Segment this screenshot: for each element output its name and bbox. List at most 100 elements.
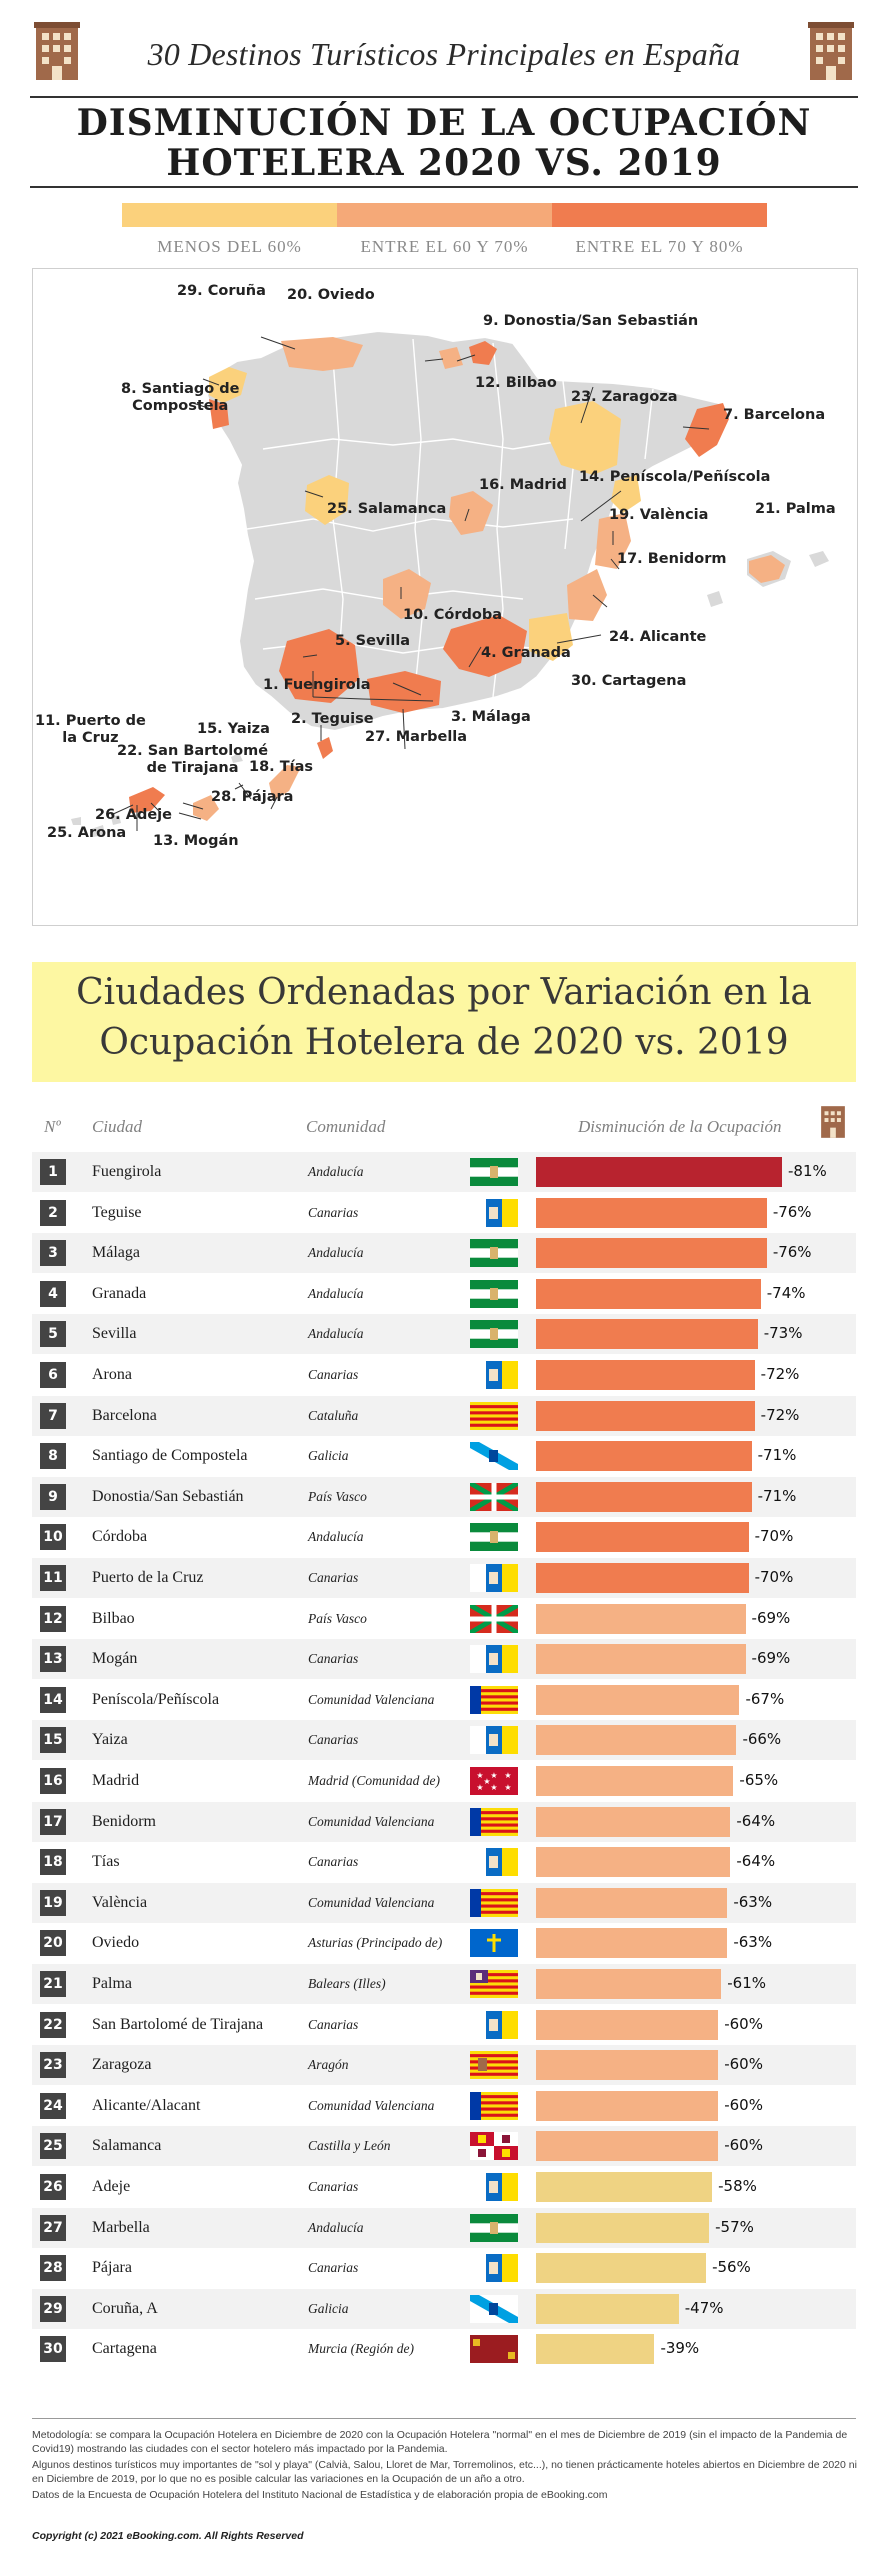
city-name: Benidorm	[92, 1812, 156, 1830]
region-granada	[443, 615, 527, 677]
table-row: 3 Málaga Andalucía -76%	[32, 1233, 856, 1274]
city-name: Teguise	[92, 1203, 142, 1221]
canarias-flag-icon	[470, 2254, 518, 2283]
map-label-puerto-de-la-cruz: 11. Puerto de la Cruz	[35, 713, 146, 746]
table-row: 25 Salamanca Castilla y León -60%	[32, 2126, 856, 2167]
region-alicante	[567, 569, 607, 621]
table-row: 7 Barcelona Cataluña -72%	[32, 1395, 856, 1436]
map-label-marbella: 27. Marbella	[365, 729, 468, 745]
occupancy-bar	[536, 2293, 679, 2324]
column-header-decrease: Disminución de la Ocupación	[578, 1117, 782, 1136]
table-row: 22 San Bartolomé de Tirajana Canarias -60%	[32, 2005, 856, 2045]
hotel-building-icon	[808, 22, 854, 80]
occupancy-value-label: -76%	[772, 1202, 812, 1221]
community-name: Canarias	[308, 1651, 359, 1667]
map-label-malaga: 3. Málaga	[451, 709, 531, 725]
city-name: Oviedo	[92, 1934, 140, 1952]
table-row: 11 Puerto de la Cruz Canarias -70%	[32, 1558, 856, 1598]
community-name: Comunidad Valenciana	[308, 2097, 435, 2113]
table-row: 17 Benidorm Comunidad Valenciana -64%	[32, 1801, 856, 1842]
region-madrid	[449, 491, 493, 535]
occupancy-bar	[536, 1725, 737, 1756]
occupancy-bar	[536, 1847, 731, 1878]
rank-badge: 1	[40, 1159, 66, 1185]
city-name: Mogán	[92, 1650, 138, 1668]
valenciana-flag-icon	[470, 1685, 518, 1714]
canarias-flag-icon	[470, 1198, 518, 1227]
rank-badge: 16	[40, 1768, 66, 1794]
rank-badge: 10	[40, 1524, 66, 1551]
data-source-note: Datos de la Encuesta de Ocupación Hotele…	[32, 2489, 608, 2501]
occupancy-value-label: -72%	[760, 1405, 800, 1424]
occupancy-bar	[536, 2253, 707, 2284]
divider	[30, 96, 858, 98]
community-name: Murcia (Región de)	[308, 2341, 414, 2357]
rank-badge: 22	[40, 2011, 66, 2038]
city-name: Donostia/San Sebastián	[92, 1487, 244, 1505]
legend-swatch-high	[552, 203, 767, 227]
canarias-flag-icon	[470, 1848, 518, 1877]
occupancy-bar	[536, 1522, 749, 1553]
occupancy-value-label: -65%	[739, 1771, 779, 1789]
city-name: Arona	[92, 1366, 132, 1383]
city-name: Tías	[92, 1853, 120, 1871]
column-header-rank: Nº	[44, 1117, 61, 1136]
andalucia-flag-icon	[470, 1239, 518, 1268]
occupancy-value-label: -71%	[757, 1446, 797, 1465]
occupancy-value-label: -56%	[712, 2258, 751, 2277]
andalucia-flag-icon	[470, 1523, 518, 1552]
occupancy-bar	[536, 2050, 719, 2081]
table-row: 21 Palma Balears (Illes) -61%	[32, 1964, 856, 2004]
region-palma	[749, 555, 785, 583]
rank-badge: 5	[40, 1321, 66, 1348]
rank-badge: 9	[40, 1483, 66, 1510]
community-name: Canarias	[308, 1570, 359, 1585]
rank-badge: 12	[40, 1605, 66, 1632]
table-row: 1 Fuengirola Andalucía -81%	[32, 1152, 856, 1192]
community-name: Canarias	[308, 1367, 359, 1382]
community-name: Andalucía	[308, 2219, 364, 2235]
community-name: Canarias	[308, 2016, 359, 2032]
rank-badge: 7	[40, 1402, 66, 1429]
andalucia-flag-icon	[470, 1279, 518, 1308]
hotel-building-icon	[34, 22, 80, 80]
community-name: Galicia	[308, 1448, 349, 1464]
community-name: Andalucía	[308, 1164, 364, 1179]
paisvasco-flag-icon	[468, 1480, 520, 1513]
baleares-flag-icon	[470, 1970, 518, 1998]
rank-badge: 25	[40, 2133, 66, 2160]
occupancy-value-label: -67%	[745, 1689, 785, 1708]
map-label-barcelona: 7. Barcelona	[723, 407, 826, 423]
city-name: Palma	[92, 1975, 132, 1992]
rank-badge: 13	[40, 1646, 66, 1673]
occupancy-bar	[536, 1969, 722, 1999]
island-lanzarote	[317, 737, 333, 759]
rank-badge: 15	[40, 1727, 66, 1754]
map-label-oviedo: 20. Oviedo	[287, 287, 375, 303]
table-row: 18 Tías Canarias -64%	[32, 1842, 856, 1882]
city-name: San Bartolomé de Tirajana	[92, 2015, 264, 2033]
community-name: Andalucía	[308, 1529, 364, 1545]
island-fuerteventura	[269, 765, 301, 801]
city-name: Coruña, A	[92, 2299, 158, 2317]
occupancy-value-label: -63%	[733, 1933, 773, 1952]
map-label-alicante: 24. Alicante	[609, 629, 707, 645]
region-cartagena	[529, 613, 573, 661]
methodology-note: Metodología: se compara la Ocupación Hot…	[32, 2429, 848, 2455]
community-name: País Vasco	[308, 1488, 367, 1504]
occupancy-value-label: -64%	[736, 1811, 776, 1830]
community-name: Canarias	[308, 1854, 359, 1870]
occupancy-bar	[536, 1766, 734, 1796]
rank-badge: 19	[40, 1889, 66, 1916]
island-grancanaria	[193, 795, 219, 821]
methodology-note: Algunos destinos turísticos muy importan…	[32, 2459, 857, 2485]
community-name: Andalucía	[308, 1326, 364, 1342]
occupancy-value-label: -47%	[684, 2298, 724, 2317]
map-label-fuengirola: 1. Fuengirola	[263, 677, 371, 693]
occupancy-bar	[536, 1197, 767, 1228]
occupancy-value-label: -64%	[736, 1852, 776, 1871]
map-label-mogan: 13. Mogán	[153, 833, 239, 849]
occupancy-value-label: -60%	[724, 2136, 763, 2155]
table-row: 19 València Comunidad Valenciana -63%	[32, 1882, 856, 1923]
occupancy-value-label: -69%	[751, 1608, 791, 1627]
